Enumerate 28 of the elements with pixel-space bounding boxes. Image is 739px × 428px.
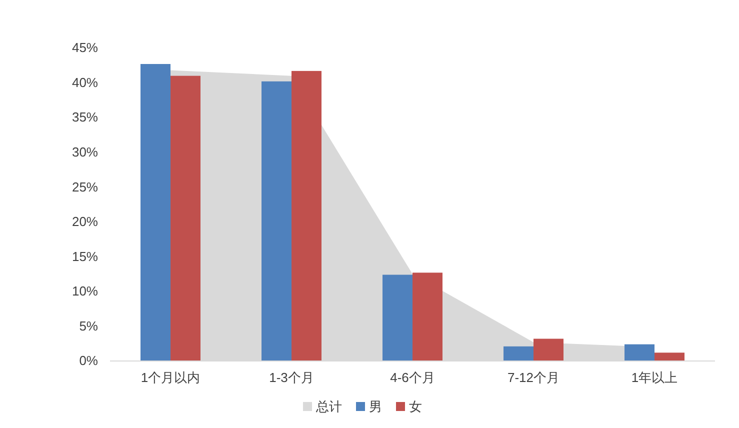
- y-tick-label: 20%: [72, 214, 98, 230]
- legend-label: 男: [369, 400, 382, 415]
- y-tick-label: 35%: [72, 110, 98, 125]
- bar: [140, 64, 170, 361]
- y-tick-label: 15%: [72, 248, 98, 264]
- bar: [382, 274, 412, 361]
- bar: [292, 70, 322, 361]
- legend-label: 女: [409, 400, 422, 415]
- x-tick-label: 1-3个月: [269, 370, 314, 386]
- bar: [412, 272, 442, 361]
- bar: [504, 346, 534, 361]
- bar: [654, 352, 684, 361]
- bar: [262, 81, 292, 361]
- y-tick-label: 25%: [72, 179, 98, 194]
- x-tick-label: 1年以上: [631, 370, 678, 386]
- bar: [170, 76, 200, 361]
- y-tick-label: 45%: [72, 40, 98, 56]
- x-tick-label: 1个月以内: [140, 370, 200, 386]
- bar: [534, 338, 564, 361]
- x-tick-label: 4-6个月: [390, 370, 435, 386]
- y-tick-label: 30%: [72, 144, 98, 160]
- y-tick-label: 10%: [72, 284, 98, 299]
- y-tick-label: 5%: [79, 318, 98, 334]
- x-tick-label: 7-12个月: [507, 370, 560, 386]
- bar: [624, 344, 654, 361]
- y-tick-label: 0%: [79, 353, 98, 368]
- y-tick-label: 40%: [72, 74, 98, 90]
- legend-label: 总计: [315, 400, 342, 415]
